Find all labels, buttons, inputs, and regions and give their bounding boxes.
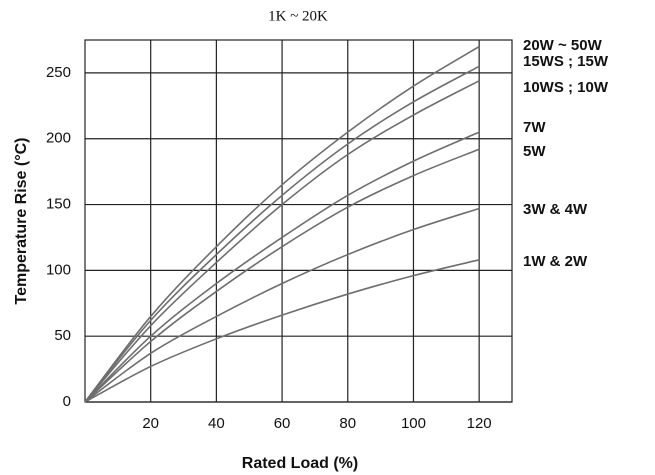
- x-tick-label: 40: [208, 415, 225, 432]
- series-line: [84, 65, 480, 403]
- series-label: 7W: [523, 119, 546, 136]
- series-label: 10WS ; 10W: [523, 79, 609, 96]
- series-line: [84, 45, 480, 403]
- y-tick-label: 150: [46, 196, 71, 213]
- x-tick-label: 60: [274, 415, 291, 432]
- y-tick-label: 200: [46, 130, 71, 147]
- series-line: [84, 259, 480, 403]
- series-label: 1W & 2W: [523, 253, 588, 270]
- x-axis-label: Rated Load (%): [242, 455, 358, 472]
- y-tick-label: 100: [46, 261, 71, 278]
- x-tick-label: 20: [142, 415, 159, 432]
- series-label: 20W ~ 50W: [523, 37, 603, 54]
- series-line: [84, 148, 480, 403]
- series-line: [84, 131, 480, 403]
- y-axis-label: Temperature Rise (°C): [13, 137, 30, 304]
- series-line: [84, 80, 480, 403]
- plot-frame: [84, 39, 513, 403]
- chart-title: 1K ~ 20K: [268, 8, 328, 24]
- y-tick-label: 250: [46, 64, 71, 81]
- y-tick-label: 50: [54, 327, 71, 344]
- x-tick-label: 120: [467, 415, 492, 432]
- x-tick-label: 100: [401, 415, 426, 432]
- series-label: 5W: [523, 143, 546, 160]
- series-label: 15WS ; 15W: [523, 53, 609, 70]
- y-tick-label: 0: [63, 393, 71, 410]
- series-line: [84, 207, 480, 403]
- x-tick-label: 80: [339, 415, 356, 432]
- series-label: 3W & 4W: [523, 201, 588, 218]
